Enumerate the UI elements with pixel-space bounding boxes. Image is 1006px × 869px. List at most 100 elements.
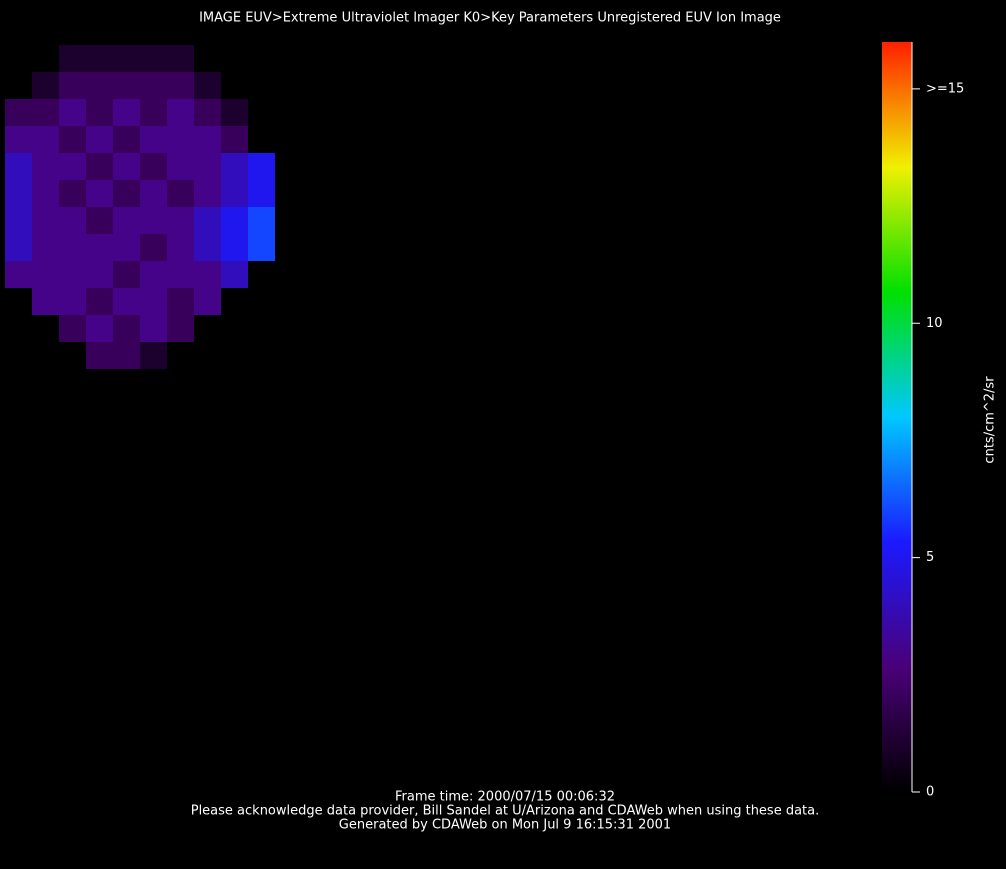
pixel	[167, 234, 194, 261]
pixel	[194, 288, 221, 315]
pixel	[86, 342, 113, 369]
pixel	[86, 288, 113, 315]
pixel	[140, 315, 167, 342]
pixel	[113, 261, 140, 288]
pixel	[167, 207, 194, 234]
pixel	[221, 180, 248, 207]
pixel	[113, 180, 140, 207]
pixel	[167, 153, 194, 180]
pixel	[140, 153, 167, 180]
pixel	[32, 180, 59, 207]
pixel	[32, 288, 59, 315]
pixel	[167, 261, 194, 288]
colorbar	[882, 42, 912, 792]
pixel	[167, 45, 194, 72]
pixel	[59, 45, 86, 72]
pixel	[5, 180, 32, 207]
pixel	[140, 126, 167, 153]
pixel	[5, 126, 32, 153]
footer-line: Frame time: 2000/07/15 00:06:32	[395, 790, 615, 805]
pixel	[140, 45, 167, 72]
pixel	[167, 99, 194, 126]
pixel	[167, 315, 194, 342]
pixel	[248, 207, 275, 234]
pixel	[194, 72, 221, 99]
pixel	[221, 126, 248, 153]
pixel	[194, 153, 221, 180]
chart-title: IMAGE EUV>Extreme Ultraviolet Imager K0>…	[199, 11, 781, 26]
pixel	[5, 261, 32, 288]
pixel	[140, 342, 167, 369]
pixel	[167, 288, 194, 315]
pixel	[194, 126, 221, 153]
pixel	[86, 153, 113, 180]
pixel	[194, 180, 221, 207]
pixel	[59, 180, 86, 207]
pixel	[5, 207, 32, 234]
pixel	[32, 72, 59, 99]
pixel	[221, 99, 248, 126]
pixel	[113, 72, 140, 99]
pixel	[32, 234, 59, 261]
pixel	[59, 261, 86, 288]
pixel	[113, 234, 140, 261]
pixel	[32, 153, 59, 180]
pixel	[59, 315, 86, 342]
pixel	[86, 234, 113, 261]
pixel	[32, 207, 59, 234]
pixel	[194, 99, 221, 126]
colorbar-tick-label: 10	[926, 316, 943, 331]
pixel	[86, 207, 113, 234]
pixel	[221, 261, 248, 288]
pixel	[113, 126, 140, 153]
pixel	[140, 180, 167, 207]
pixel	[59, 153, 86, 180]
pixel	[113, 288, 140, 315]
pixel	[113, 207, 140, 234]
pixel	[86, 180, 113, 207]
pixel	[194, 207, 221, 234]
pixel	[5, 99, 32, 126]
pixel	[86, 99, 113, 126]
pixel	[32, 99, 59, 126]
pixel	[113, 342, 140, 369]
pixel	[5, 234, 32, 261]
pixel	[167, 72, 194, 99]
pixel	[140, 207, 167, 234]
pixel	[59, 72, 86, 99]
colorbar-label: cnts/cm^2/sr	[983, 376, 998, 464]
pixel	[113, 315, 140, 342]
pixel	[32, 126, 59, 153]
colorbar-tick-label: 5	[926, 550, 934, 565]
pixel	[32, 261, 59, 288]
pixel	[140, 234, 167, 261]
pixel	[113, 153, 140, 180]
pixel	[167, 180, 194, 207]
pixel	[86, 315, 113, 342]
pixel	[167, 126, 194, 153]
pixel	[140, 72, 167, 99]
pixel	[5, 153, 32, 180]
footer-line: Please acknowledge data provider, Bill S…	[191, 804, 820, 819]
pixel	[59, 99, 86, 126]
pixel	[221, 234, 248, 261]
pixel	[59, 207, 86, 234]
pixel	[140, 261, 167, 288]
pixel	[59, 234, 86, 261]
pixel	[194, 261, 221, 288]
pixel	[221, 153, 248, 180]
pixel	[86, 72, 113, 99]
pixel	[140, 99, 167, 126]
pixel	[221, 207, 248, 234]
colorbar-tick-label: 0	[926, 785, 934, 800]
colorbar-tick-label: >=15	[926, 81, 964, 96]
pixel	[113, 99, 140, 126]
pixel	[86, 126, 113, 153]
pixel	[86, 45, 113, 72]
pixel	[113, 45, 140, 72]
pixel	[248, 153, 275, 180]
pixel	[248, 234, 275, 261]
pixel	[86, 261, 113, 288]
pixel	[248, 180, 275, 207]
